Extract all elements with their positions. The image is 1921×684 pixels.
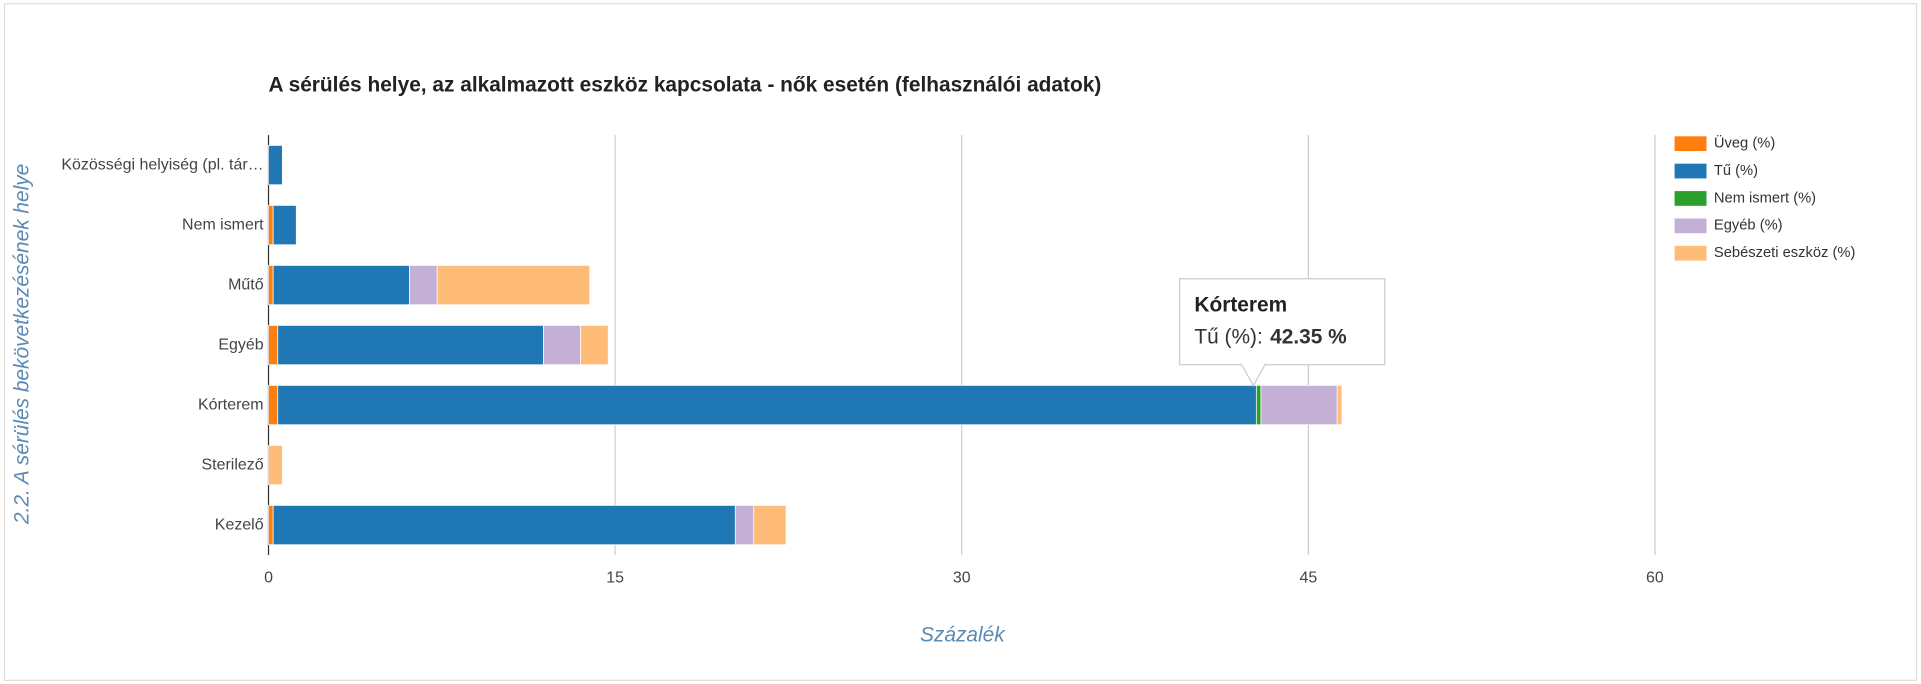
bar-segment [543, 325, 581, 366]
y-tick-label: Nem ismert [182, 216, 264, 233]
bar-segment [734, 505, 755, 546]
bar-segment [268, 445, 283, 486]
bar-segment [268, 325, 279, 366]
y-tick-label: Közösségi helyiség (pl. tár… [61, 156, 263, 173]
legend-swatch [1674, 245, 1707, 261]
legend-swatch [1674, 136, 1707, 152]
y-tick-label: Kezelő [215, 516, 264, 533]
bar-segment [1260, 385, 1338, 426]
tooltip-value: 42.35 % [1270, 325, 1347, 348]
y-tick-label: Kórterem [198, 396, 264, 413]
bar-segment [268, 265, 274, 306]
x-tick-label: 45 [1299, 570, 1317, 587]
tooltip-text: Tű (%): 42.35 % [1194, 325, 1346, 348]
x-axis-title: Százalék [920, 624, 1006, 647]
tooltip-box [1179, 278, 1386, 366]
tooltip-title: Kórterem [1194, 293, 1287, 316]
bar-segment [753, 505, 787, 546]
bar-segment [1336, 385, 1343, 426]
legend-label: Tű (%) [1714, 163, 1758, 179]
legend-swatch [1674, 218, 1707, 234]
bar-segment [409, 265, 438, 306]
bar-segment [277, 325, 544, 366]
chart-title: A sérülés helye, az alkalmazott eszköz k… [269, 73, 1102, 96]
legend-label: Egyéb (%) [1714, 218, 1783, 234]
tooltip: Kórterem Tű (%): 42.35 % [1179, 278, 1386, 387]
y-axis-title: 2.2. A sérülés bekövetkezésének helye [10, 164, 33, 525]
legend-swatch [1674, 191, 1707, 206]
legend: Üveg (%) Tű (%) Nem ismert (%) Egyéb (%) Seb… [1674, 134, 1856, 261]
bar-segment [272, 265, 410, 306]
x-tick-label: 15 [606, 570, 624, 587]
tooltip-series: Tű (%): [1194, 325, 1262, 348]
legend-label: Sebészeti eszköz (%) [1714, 245, 1856, 261]
legend-label: Üveg (%) [1714, 134, 1775, 152]
bar-segment [272, 505, 736, 546]
legend-swatch [1674, 163, 1707, 179]
bar-segment [268, 385, 279, 426]
y-tick-label: Egyéb [218, 336, 263, 353]
bars: Közösségi helyiség (pl. tár… Nem ismert Mű… [61, 145, 1343, 546]
x-tick-label: 30 [953, 570, 971, 587]
bar-segment [277, 385, 1257, 426]
bar-segment [580, 325, 609, 366]
bar-segment [1255, 385, 1262, 426]
bar-segment [272, 205, 297, 246]
legend-label: Nem ismert (%) [1714, 190, 1816, 206]
bar-segment [268, 205, 274, 246]
y-tick-label: Műtő [228, 276, 264, 293]
bar-segment [268, 505, 274, 546]
x-tick-label: 0 [264, 570, 273, 587]
bar-segment [436, 265, 591, 306]
y-tick-label: Sterilező [202, 456, 264, 473]
bar-segment [268, 145, 283, 186]
x-tick-label: 60 [1646, 570, 1664, 587]
tooltip-pointer [1240, 363, 1267, 387]
